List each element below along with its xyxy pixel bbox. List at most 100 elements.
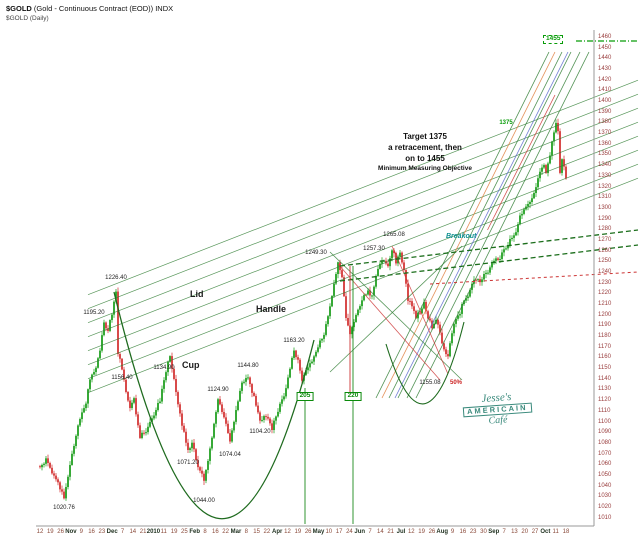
x-axis-label: 22 <box>263 529 271 535</box>
candle-body <box>517 224 519 233</box>
channel-trendline <box>87 79 639 296</box>
candle-body <box>87 389 89 404</box>
x-axis-label: Feb <box>189 529 201 535</box>
measure-label-220: 220 <box>344 392 362 401</box>
candle-body <box>109 320 111 331</box>
candle-body <box>369 290 371 296</box>
x-axis-label: 30 <box>480 529 487 535</box>
candle-body <box>235 410 237 422</box>
candle-body <box>501 252 503 260</box>
candle-body <box>111 314 113 321</box>
candle-body <box>325 324 327 335</box>
y-axis-label: 1010 <box>598 514 612 521</box>
y-axis-label: 1310 <box>598 194 612 201</box>
candle-body <box>123 369 125 380</box>
x-axis-label: 25 <box>181 529 188 535</box>
y-axis-label: 1040 <box>598 482 612 489</box>
candle-body <box>201 470 203 474</box>
candle-body <box>469 289 471 297</box>
candle-body <box>147 426 149 433</box>
candle-body <box>113 301 115 315</box>
candle-body <box>281 399 283 404</box>
candle-body <box>295 350 297 358</box>
candle-body <box>71 453 73 466</box>
candle-body <box>41 464 43 468</box>
candle-body <box>227 423 229 434</box>
candle-body <box>129 400 131 409</box>
candle-body <box>489 267 491 273</box>
y-axis-label: 1320 <box>598 183 612 190</box>
candle-body <box>117 291 119 355</box>
candle-body <box>551 141 553 156</box>
dashed-resistance-line <box>339 244 639 282</box>
candle-body <box>539 171 541 179</box>
symbol-ticker: $GOLD <box>6 4 32 13</box>
candle-body <box>497 258 499 260</box>
price-swing-label: 1226.40 <box>105 274 127 281</box>
candle-body <box>355 315 357 322</box>
target-line-1: Target 1375 <box>403 132 447 141</box>
candle-body <box>461 304 463 314</box>
x-axis-label: 12 <box>36 529 44 535</box>
candle-body <box>61 489 63 492</box>
candle-body <box>545 165 547 174</box>
y-axis-label: 1080 <box>598 439 612 446</box>
y-axis-label: 1460 <box>598 34 612 40</box>
candle-body <box>291 357 293 369</box>
candle-body <box>321 338 323 341</box>
candle-body <box>359 306 361 310</box>
price-swing-label: 1155.08 <box>419 380 441 387</box>
candle-body <box>451 333 453 344</box>
candle-body <box>429 318 431 321</box>
y-axis-label: 1130 <box>598 386 611 393</box>
candle-body <box>163 380 165 389</box>
candle-body <box>481 279 483 283</box>
x-axis-label: 12 <box>407 529 415 535</box>
candle-body <box>275 416 277 421</box>
candle-body <box>541 167 543 172</box>
candle-body <box>367 290 369 295</box>
candle-body <box>215 412 217 424</box>
candle-body <box>401 252 403 263</box>
candle-body <box>211 437 213 449</box>
candle-body <box>437 319 439 325</box>
steep-trendline-red <box>487 94 556 231</box>
candle-body <box>351 327 353 335</box>
x-axis-label: 26 <box>428 529 436 535</box>
candle-body <box>93 372 95 375</box>
candle-body <box>329 306 331 317</box>
candle-body <box>361 300 363 307</box>
candle-body <box>331 295 333 307</box>
x-axis-label: 23 <box>98 529 106 535</box>
candle-body <box>503 249 505 253</box>
candle-body <box>523 209 525 214</box>
candle-body <box>189 448 191 450</box>
x-axis-label: 14 <box>129 529 137 535</box>
candle-body <box>407 283 409 301</box>
candle-body <box>357 309 359 316</box>
candle-body <box>203 473 205 481</box>
x-axis-label: 23 <box>469 529 477 535</box>
y-axis-label: 1110 <box>598 407 611 414</box>
candle-body <box>323 334 325 339</box>
price-swing-label: 1375 <box>499 119 513 126</box>
candle-body <box>149 421 151 427</box>
candle-body <box>307 367 309 371</box>
x-axis-label: 15 <box>253 529 260 535</box>
candle-body <box>483 274 485 280</box>
x-axis-label: 7 <box>368 529 372 535</box>
dashed-resistance-line <box>339 229 639 267</box>
level-label-1455: 1455 <box>543 35 564 44</box>
candle-body <box>299 359 301 371</box>
candle-body <box>389 258 391 267</box>
candle-body <box>487 272 489 274</box>
y-axis-label: 1440 <box>598 55 612 62</box>
steep-trendline <box>406 51 581 399</box>
candle-body <box>247 377 249 379</box>
price-swing-label: 1071.20 <box>177 459 199 466</box>
candle-body <box>491 263 493 268</box>
price-swing-label: 1074.04 <box>219 452 241 459</box>
y-axis-label: 1380 <box>598 119 612 126</box>
candle-body <box>283 396 285 400</box>
candle-body <box>185 431 187 443</box>
